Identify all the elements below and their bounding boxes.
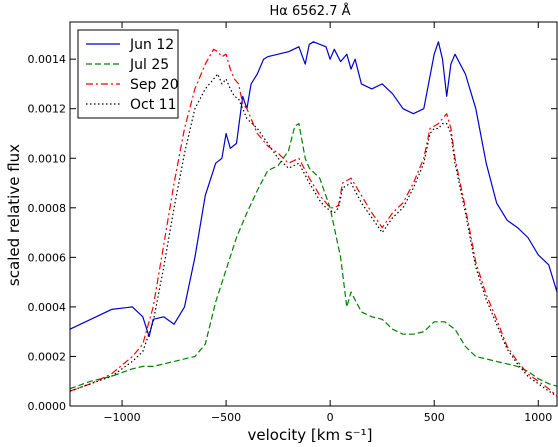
y-tick-label: 0.0014 <box>28 53 67 66</box>
y-tick-label: 0.0010 <box>28 152 67 165</box>
x-tick-label: 500 <box>424 411 445 424</box>
series-line-1 <box>70 41 557 338</box>
series-layer <box>70 41 557 397</box>
x-tick-label: −500 <box>211 411 241 424</box>
x-axis: −1000 −500 0 500 1000 <box>103 22 552 424</box>
legend-label: Oct 11 <box>130 97 176 113</box>
y-axis-label: scaled relative flux <box>5 144 23 286</box>
series-line-4 <box>70 73 557 397</box>
y-tick-label: 0.0002 <box>28 350 67 363</box>
plot-frame <box>69 21 558 407</box>
x-tick-label: 1000 <box>524 411 552 424</box>
y-tick-label: 0.0012 <box>28 103 67 116</box>
legend-label: Sep 20 <box>130 77 179 93</box>
legend: Jun 12 Jul 25 Sep 20 Oct 11 <box>77 29 179 119</box>
chart-title: Hα 6562.7 Å <box>270 3 351 19</box>
legend-label: Jul 25 <box>129 57 169 73</box>
y-tick-label: 0.0004 <box>28 301 67 314</box>
x-tick-label: 0 <box>327 411 334 424</box>
y-tick-label: 0.0006 <box>28 251 67 264</box>
legend-box <box>77 29 179 119</box>
y-tick-label: 0.0008 <box>28 202 67 215</box>
series-line-2 <box>70 123 557 390</box>
x-axis-label: velocity [km s⁻¹] <box>248 426 373 444</box>
x-tick-label: −1000 <box>103 411 140 424</box>
legend-label: Jun 12 <box>129 37 174 53</box>
y-tick-label: 0.0000 <box>28 400 67 413</box>
y-axis: 0.0000 0.0002 0.0004 0.0006 0.0008 0.0010 0.00… <box>28 53 557 413</box>
